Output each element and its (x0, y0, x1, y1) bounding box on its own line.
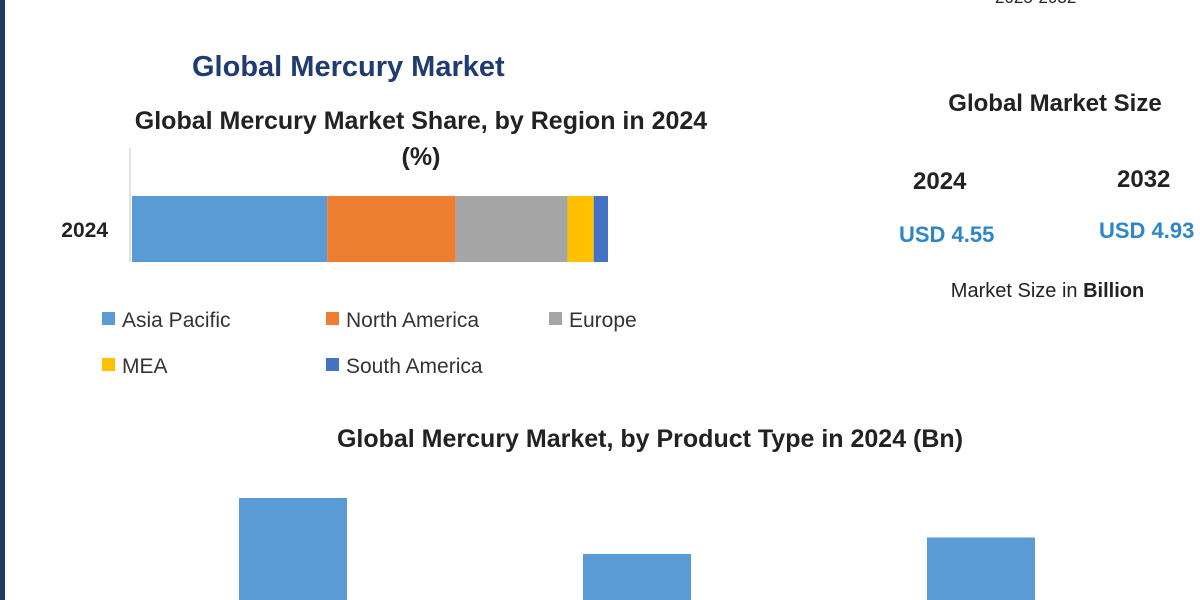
region-share-chart-title: Global Mercury Market Share, by Region i… (134, 107, 708, 171)
legend-swatch-asia-pacific (102, 312, 115, 325)
product-bar-1 (239, 498, 347, 600)
legend-swatch-europe (549, 312, 562, 325)
product-bar-2 (583, 553, 691, 600)
market-size-year-b: 2032 (1117, 166, 1171, 193)
forecast-period-text: 2025-2032 (995, 0, 1076, 8)
region-chart-category-label: 2024 (61, 219, 108, 242)
region-bar-segment-north-america (327, 196, 456, 262)
market-size-title: Global Market Size (948, 90, 1162, 117)
left-frame-border (0, 0, 5, 600)
main-title: Global Mercury Market (192, 51, 505, 83)
market-size-unit-bold: Billion (1083, 280, 1145, 302)
region-bar-segment-mea (567, 196, 594, 262)
legend-label-mea: MEA (122, 355, 168, 378)
market-size-year-a: 2024 (913, 168, 967, 195)
market-size-value-b: USD 4.93 (1099, 218, 1195, 243)
product-type-chart-title: Global Mercury Market, by Product Type i… (336, 425, 964, 453)
legend-swatch-mea (102, 358, 115, 371)
region-bar-segment-europe (455, 196, 568, 262)
product-bar-3 (927, 537, 1035, 600)
region-bar-segment-south-america (593, 196, 608, 262)
legend-swatch-north-america (326, 312, 339, 325)
legend-label-europe: Europe (569, 309, 637, 332)
legend-swatch-south-america (326, 358, 339, 371)
legend-label-south-america: South America (346, 355, 483, 378)
market-size-unit-prefix: Market Size in (950, 280, 1078, 302)
market-size-value-a: USD 4.55 (899, 222, 995, 247)
legend-label-asia-pacific: Asia Pacific (122, 309, 231, 332)
market-size-unit: Market Size in Billion (920, 280, 1175, 303)
region-bar-segment-asia-pacific (132, 196, 328, 262)
legend-label-north-america: North America (346, 309, 479, 332)
